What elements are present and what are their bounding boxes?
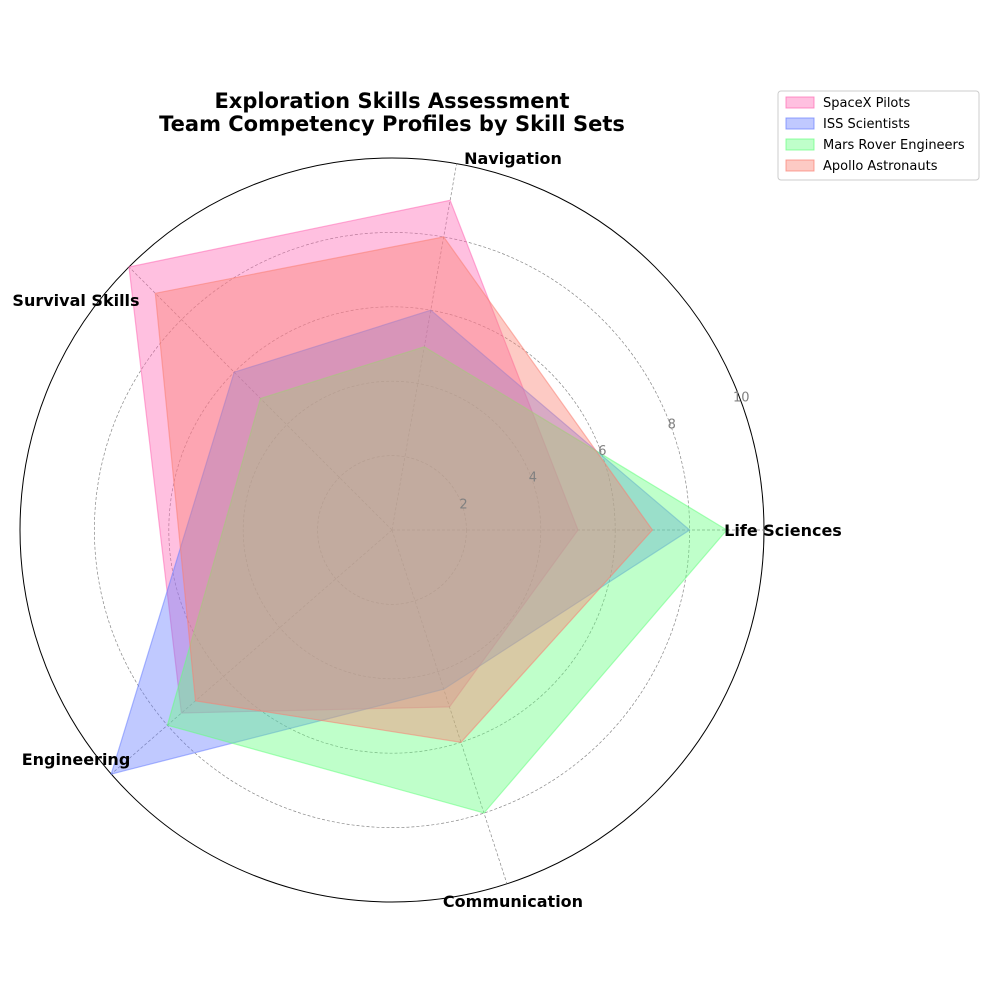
category-axis-labels: Life Sciences Navigation Survival Skills En… <box>12 149 841 911</box>
series-areas <box>110 199 728 814</box>
series-area-mars-rover-engineers <box>166 346 728 814</box>
legend-swatch <box>785 159 815 172</box>
legend-swatch <box>785 96 815 109</box>
radial-tick-label: 8 <box>668 417 676 432</box>
series-area-spacex-pilots <box>128 199 579 714</box>
radial-grid <box>19 157 765 903</box>
axis-label-survival-skills: Survival Skills <box>12 291 139 310</box>
spoke-line <box>111 529 393 775</box>
grid-circle <box>317 455 467 605</box>
axis-label-engineering: Engineering <box>22 750 131 769</box>
radial-tick-label: 6 <box>598 444 606 459</box>
chart-subtitle: Team Competency Profiles by Skill Sets <box>159 112 625 136</box>
chart-title: Exploration Skills Assessment <box>214 89 569 113</box>
legend-frame <box>777 90 980 181</box>
radial-tick-label: 2 <box>459 497 467 512</box>
legend-swatch <box>785 138 815 151</box>
axis-label-communication: Communication <box>443 892 583 911</box>
radial-tick-labels: 2 4 6 8 10 <box>459 391 749 513</box>
grid-circle <box>168 306 616 754</box>
grid-circle <box>242 380 542 680</box>
legend-label: Mars Rover Engineers <box>823 138 965 153</box>
series-area-iss-scientists <box>110 309 691 775</box>
legend-label: ISS Scientists <box>823 117 910 132</box>
legend-swatch <box>785 117 815 130</box>
legend-label: Apollo Astronauts <box>823 159 938 174</box>
axis-label-navigation: Navigation <box>464 149 562 168</box>
axis-label-life-sciences: Life Sciences <box>724 521 842 540</box>
legend: SpaceX Pilots ISS Scientists Mars Rover En… <box>777 90 980 181</box>
radial-tick-label: 4 <box>529 471 537 486</box>
series-area-apollo-astronauts <box>154 236 654 743</box>
legend-label: SpaceX Pilots <box>823 96 910 111</box>
radial-tick-label: 10 <box>733 391 750 406</box>
